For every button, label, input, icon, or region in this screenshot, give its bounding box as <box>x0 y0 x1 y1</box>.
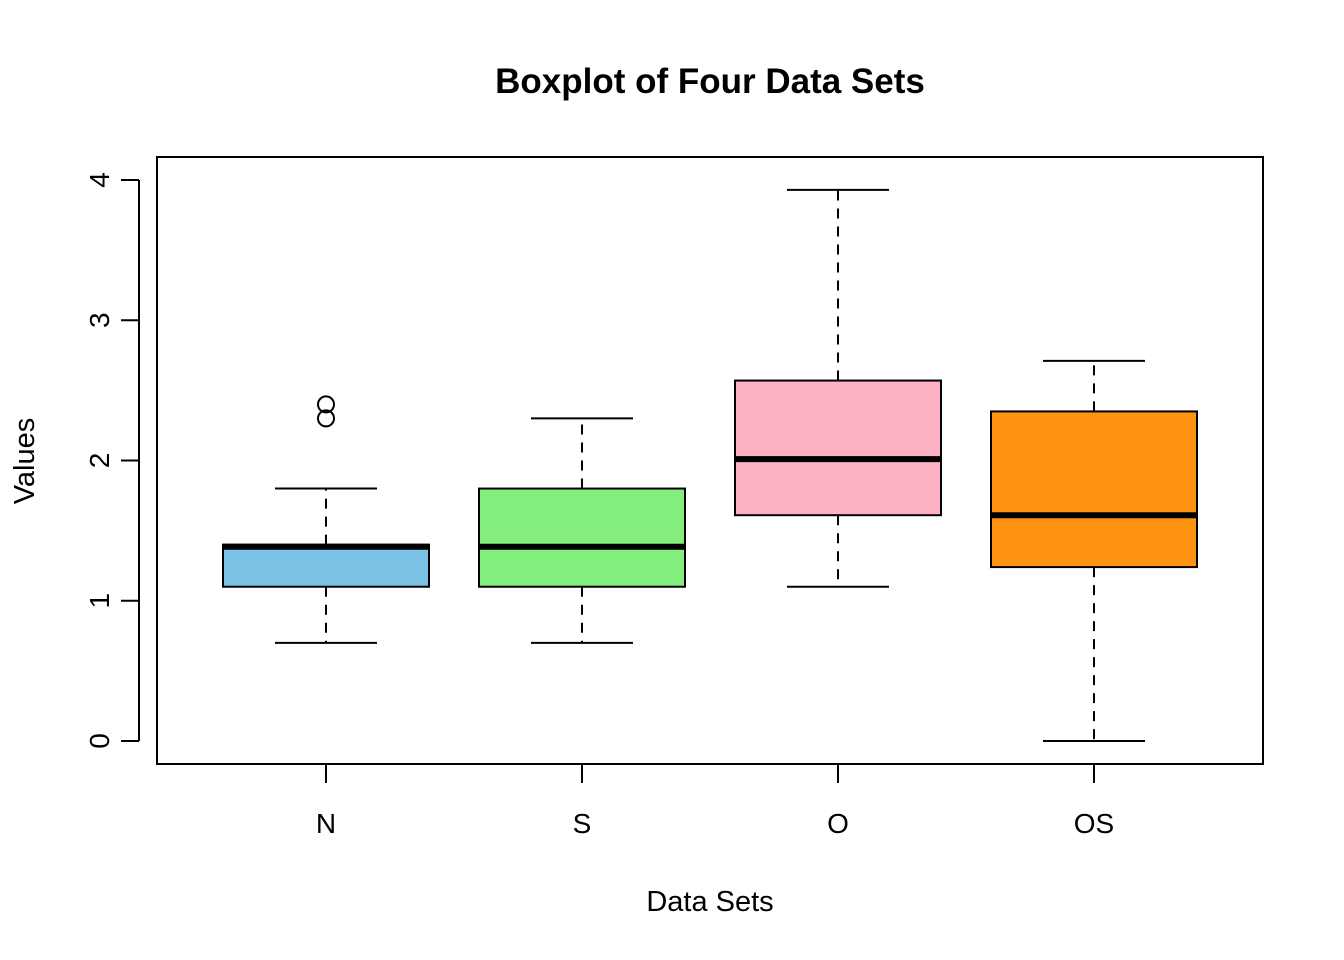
x-axis: N S O OS <box>316 764 1114 839</box>
x-tick-label: N <box>316 808 336 839</box>
x-tick-label: S <box>573 808 592 839</box>
x-axis-label: Data Sets <box>646 886 773 918</box>
y-tick-label: 3 <box>84 312 115 328</box>
y-tick-label: 1 <box>84 593 115 609</box>
box-rect <box>478 487 686 588</box>
y-axis: 0 1 2 3 4 <box>84 172 140 749</box>
y-tick-label: 2 <box>84 453 115 469</box>
boxes <box>222 188 1198 742</box>
box-n <box>222 395 430 644</box>
y-tick-label: 4 <box>84 172 115 188</box>
box-rect <box>990 410 1198 569</box>
box-os <box>990 359 1198 742</box>
plot-frame <box>156 156 1264 765</box>
x-tick-label: OS <box>1074 808 1114 839</box>
box-rect <box>734 379 942 517</box>
y-axis-label: Values <box>9 418 41 505</box>
box-o <box>734 188 942 588</box>
chart-title: Boxplot of Four Data Sets <box>495 62 925 101</box>
x-tick-label: O <box>827 808 849 839</box>
box-s <box>478 417 686 644</box>
box-rect <box>222 543 430 588</box>
y-tick-label: 0 <box>84 733 115 749</box>
outlier-point <box>317 409 335 428</box>
outlier-point <box>317 395 335 414</box>
